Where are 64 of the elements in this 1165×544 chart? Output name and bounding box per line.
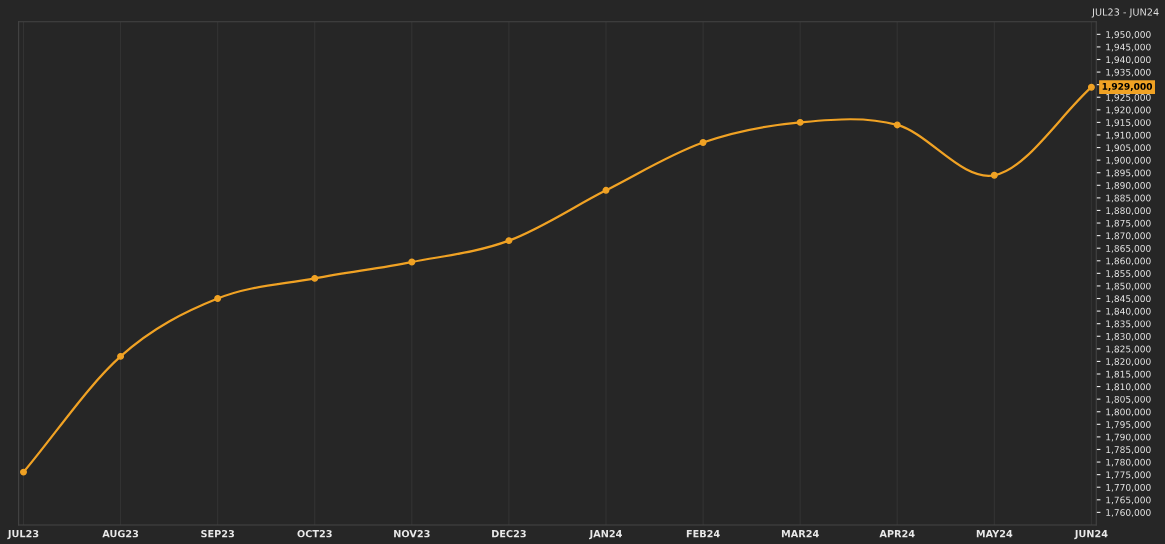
y-tick-label: 1,825,000 <box>1106 345 1151 354</box>
point <box>602 186 610 194</box>
y-tick-label: 1,895,000 <box>1106 169 1151 178</box>
y-tick-label: 1,925,000 <box>1106 93 1151 102</box>
y-tick-label: 1,910,000 <box>1106 131 1151 140</box>
y-tick-label: 1,820,000 <box>1106 358 1151 366</box>
y-tick-label: 1,815,000 <box>1106 370 1151 379</box>
point <box>117 352 125 360</box>
x-tick-label: MAY24 <box>976 529 1013 538</box>
data-label: 1,929,000 <box>1102 82 1153 91</box>
y-tick-label: 1,845,000 <box>1106 295 1151 303</box>
y-tick-label: 1,890,000 <box>1106 182 1151 190</box>
point <box>214 295 222 302</box>
point <box>20 468 27 476</box>
point <box>505 237 513 245</box>
x-tick-label: OCT23 <box>297 529 332 538</box>
point <box>893 121 901 129</box>
y-tick-label: 1,835,000 <box>1106 320 1151 329</box>
x-tick-label: JUL23 <box>7 529 39 540</box>
y-tick-label: 1,785,000 <box>1106 446 1151 454</box>
y-tick-label: 1,770,000 <box>1106 483 1151 492</box>
x-tick-label: SEP23 <box>201 529 235 538</box>
x-tick-label: NOV23 <box>394 529 430 538</box>
y-tick-label: 1,775,000 <box>1106 471 1151 480</box>
x-tick-label: JAN24 <box>589 529 622 540</box>
y-tick-label: 1,915,000 <box>1106 119 1151 127</box>
point <box>990 171 998 179</box>
y-tick-label: 1,850,000 <box>1106 282 1151 291</box>
y-tick-label: 1,900,000 <box>1106 156 1151 165</box>
y-tick-label: 1,795,000 <box>1106 421 1151 429</box>
x-tick-label: JUN24 <box>1074 529 1108 540</box>
y-tick-label: 1,790,000 <box>1106 433 1151 442</box>
x-tick-label: AUG23 <box>102 529 139 538</box>
y-tick-label: 1,805,000 <box>1106 395 1151 404</box>
y-tick-label: 1,870,000 <box>1106 232 1151 241</box>
y-tick-label: 1,855,000 <box>1106 270 1151 278</box>
y-tick-label: 1,875,000 <box>1106 219 1151 228</box>
y-tick-label: 1,920,000 <box>1106 106 1151 115</box>
y-tick-label: 1,860,000 <box>1106 257 1151 266</box>
y-tick-label: 1,940,000 <box>1106 56 1151 64</box>
text: JUL23 - JUN24 <box>1091 8 1159 18</box>
y-tick-label: 1,885,000 <box>1106 194 1151 203</box>
y-tick-label: 1,880,000 <box>1106 207 1151 215</box>
y-tick-label: 1,780,000 <box>1106 458 1151 467</box>
x-tick-label: FEB24 <box>686 529 720 538</box>
point <box>408 258 416 266</box>
y-tick-label: 1,905,000 <box>1106 144 1151 153</box>
y-tick-label: 1,765,000 <box>1106 496 1151 505</box>
y-tick-label: 1,810,000 <box>1106 383 1151 392</box>
point <box>1087 83 1095 91</box>
x-tick-label: APR24 <box>879 529 915 538</box>
x-tick-label: DEC23 <box>492 529 526 538</box>
y-tick-label: 1,830,000 <box>1106 332 1151 341</box>
y-tick-label: 1,935,000 <box>1106 68 1151 77</box>
y-tick-label: 1,840,000 <box>1106 307 1151 316</box>
y-tick-label: 1,760,000 <box>1106 509 1151 517</box>
y-tick-label: 1,800,000 <box>1106 408 1151 417</box>
x-tick-label: MAR24 <box>781 529 819 538</box>
y-tick-label: 1,865,000 <box>1106 244 1151 253</box>
y-tick-label: 1,945,000 <box>1106 43 1151 52</box>
point <box>311 274 319 282</box>
point <box>699 139 707 147</box>
y-tick-label: 1,950,000 <box>1106 31 1151 39</box>
point <box>796 118 804 126</box>
